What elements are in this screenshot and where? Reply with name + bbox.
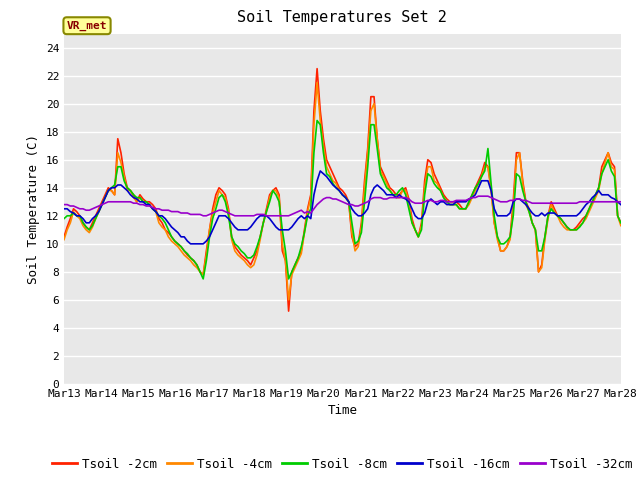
- X-axis label: Time: Time: [328, 405, 357, 418]
- Legend: Tsoil -2cm, Tsoil -4cm, Tsoil -8cm, Tsoil -16cm, Tsoil -32cm: Tsoil -2cm, Tsoil -4cm, Tsoil -8cm, Tsoi…: [47, 453, 637, 476]
- Text: VR_met: VR_met: [67, 21, 108, 31]
- Title: Soil Temperatures Set 2: Soil Temperatures Set 2: [237, 11, 447, 25]
- Y-axis label: Soil Temperature (C): Soil Temperature (C): [27, 134, 40, 284]
